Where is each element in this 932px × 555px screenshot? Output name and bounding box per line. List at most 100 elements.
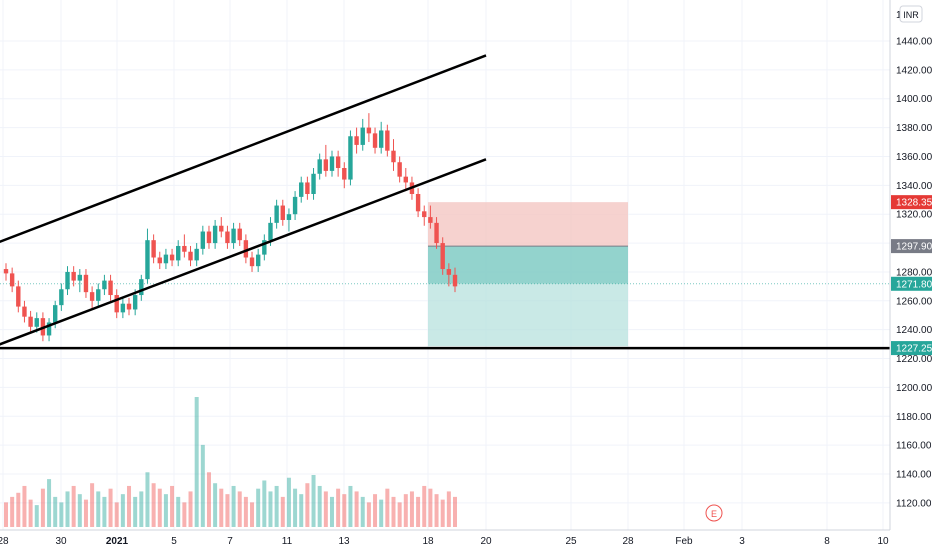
x-tick-label: 30: [55, 536, 67, 547]
x-tick-label: 28: [622, 536, 634, 547]
y-tick-label: 1380.00: [896, 123, 932, 134]
candle-body: [102, 280, 107, 290]
volume-bar: [305, 483, 310, 527]
y-tick-label: 1340.00: [896, 181, 932, 192]
volume-bar: [145, 472, 150, 527]
candle-body: [231, 228, 236, 244]
candle-body: [378, 130, 384, 148]
volume-bar: [366, 502, 371, 527]
volume-bar: [65, 491, 70, 527]
candle-body: [114, 295, 119, 313]
candle-body: [163, 254, 169, 264]
earnings-icon: E: [711, 509, 717, 519]
candle-body: [139, 279, 144, 296]
volume-bar: [206, 472, 211, 527]
candle-body: [151, 240, 156, 258]
volume-bar: [243, 496, 248, 527]
candle-body: [286, 214, 292, 220]
stop-loss-zone: [428, 202, 628, 247]
volume-bar: [96, 491, 101, 527]
candle-body: [262, 240, 267, 255]
candle-body: [452, 274, 458, 287]
volume-bar: [120, 494, 125, 527]
volume-bar: [262, 480, 267, 527]
candle-body: [28, 316, 33, 327]
channel-upper-line: [0, 54, 487, 244]
candle-body: [71, 271, 76, 281]
volume-bar: [77, 494, 82, 527]
x-tick-label: 13: [338, 536, 350, 547]
entry-price-tag: 1297.90: [891, 239, 932, 254]
volume-bar: [133, 496, 138, 527]
volume-bar: [108, 488, 113, 527]
candle-body: [53, 305, 58, 323]
volume-bar: [157, 488, 162, 527]
x-tick-label: 10: [877, 536, 889, 547]
trendlines[interactable]: [0, 54, 890, 355]
candle-body: [120, 303, 126, 313]
open-profit-zone: [428, 246, 628, 284]
volume-bar: [53, 496, 58, 527]
candle-body: [299, 182, 304, 197]
currency-badge[interactable]: INR: [899, 5, 923, 23]
candle-body: [311, 173, 316, 194]
volume-bar: [286, 477, 291, 527]
volume-bar: [10, 496, 15, 527]
y-tick-label: 1120.00: [896, 498, 932, 509]
channel-lower-line: [0, 158, 487, 346]
candle-body: [243, 240, 249, 258]
x-tick-label: 25: [565, 536, 577, 547]
volume-bar: [256, 488, 261, 527]
volume-bar: [188, 491, 193, 527]
position-zones: [0, 202, 890, 347]
volume-bar: [453, 496, 457, 527]
candle-body: [77, 274, 83, 281]
candle-body: [342, 168, 347, 180]
volume-bar: [323, 491, 328, 527]
volume-bar: [342, 494, 347, 527]
candle-body: [9, 273, 15, 287]
volume-bar: [440, 499, 445, 527]
volume-bar: [22, 485, 27, 527]
volume-bar: [391, 496, 396, 527]
x-tick-label: 18: [422, 536, 434, 547]
candle-body: [132, 295, 138, 310]
candle-body: [188, 251, 193, 261]
support-price-tag: 1227.25: [891, 341, 932, 356]
earnings-marker[interactable]: E: [705, 504, 723, 522]
candle-body: [22, 306, 27, 317]
candle-body: [145, 240, 150, 280]
svg-text:1328.35: 1328.35: [896, 198, 932, 209]
candle-body: [46, 322, 52, 336]
y-tick-label: 1440.00: [896, 36, 932, 47]
volume-bar: [213, 483, 218, 527]
volume-bar: [163, 494, 168, 527]
volume-bar: [102, 496, 107, 527]
candle-body: [348, 136, 353, 180]
volume-bar: [114, 502, 119, 527]
candle-body: [212, 225, 218, 244]
volume-bar: [250, 502, 255, 527]
volume-bar: [416, 496, 421, 527]
volume-bar: [219, 488, 224, 527]
volume-bar: [139, 491, 144, 527]
candle-body: [219, 225, 224, 232]
volume-bar: [299, 494, 304, 527]
candle-body: [89, 292, 95, 301]
volume-bar: [34, 505, 39, 527]
candle-body: [415, 193, 421, 212]
volume-bar: [280, 496, 285, 527]
volume-bar: [151, 483, 156, 527]
y-tick-label: 1360.00: [896, 152, 932, 163]
volume-bar: [200, 444, 205, 527]
candle-body: [428, 217, 433, 223]
volume-bar: [354, 491, 359, 527]
currency-label: INR: [903, 10, 919, 20]
candle-body: [206, 231, 212, 244]
volume-bar: [360, 496, 365, 527]
volume-bar: [194, 397, 199, 527]
candle-body: [34, 318, 39, 327]
